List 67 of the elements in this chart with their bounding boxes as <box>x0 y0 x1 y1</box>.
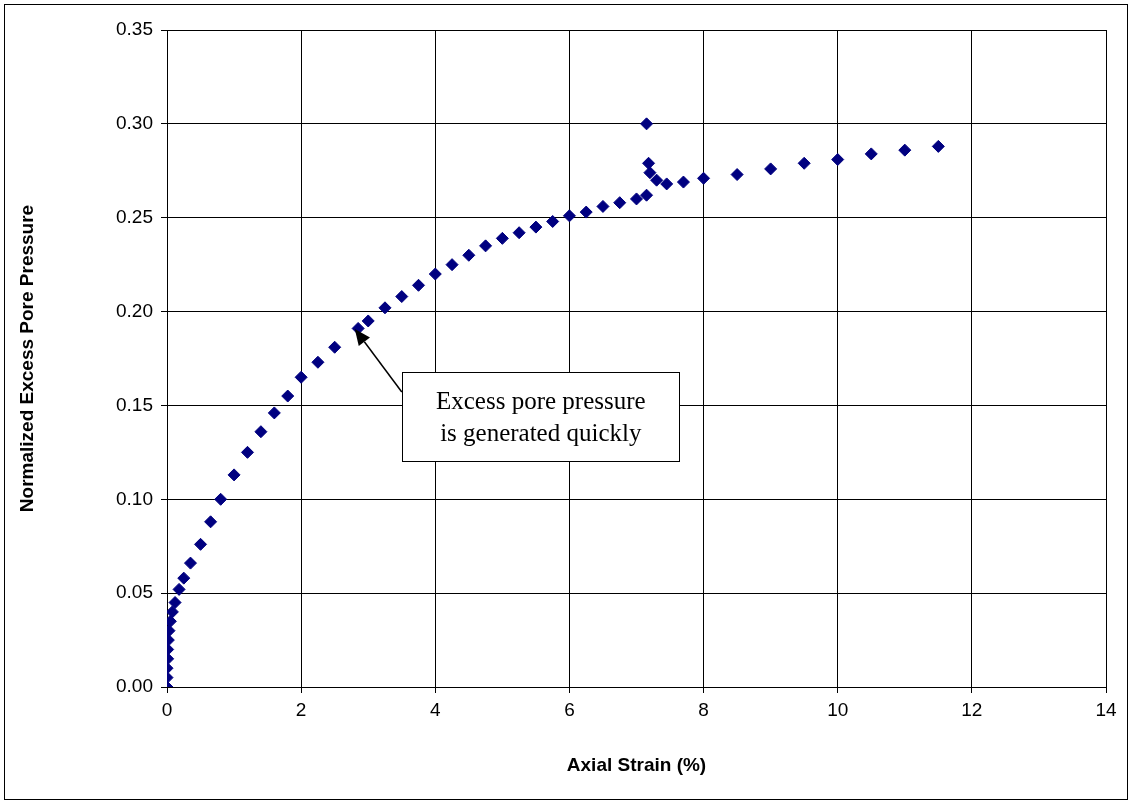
y-tick-label: 0.25 <box>116 205 153 227</box>
point <box>227 468 241 482</box>
x-tick-label: 2 <box>295 698 307 720</box>
point <box>613 196 627 210</box>
point <box>630 192 643 206</box>
point <box>579 205 593 219</box>
point <box>831 153 845 167</box>
x-tick-label: 14 <box>1095 698 1117 720</box>
point <box>546 214 560 228</box>
point <box>378 301 392 315</box>
point <box>479 239 493 253</box>
point <box>562 209 576 223</box>
point <box>204 515 218 529</box>
point <box>328 340 342 354</box>
point <box>311 355 325 369</box>
point <box>640 188 654 202</box>
point <box>643 166 657 180</box>
point <box>183 556 197 570</box>
point <box>764 162 778 176</box>
point <box>898 143 912 157</box>
point <box>676 175 690 189</box>
point <box>512 226 526 240</box>
y-tick-label: 0.10 <box>116 487 153 509</box>
point <box>697 171 711 185</box>
point <box>167 605 179 619</box>
point <box>168 596 182 610</box>
point <box>797 156 811 170</box>
point <box>730 168 744 182</box>
point <box>931 139 945 153</box>
point <box>361 314 375 328</box>
point <box>214 492 228 506</box>
point <box>267 406 281 420</box>
y-tick-label: 0.15 <box>116 393 153 415</box>
point <box>240 445 254 459</box>
x-tick-label: 8 <box>698 698 709 720</box>
point <box>412 278 426 292</box>
point <box>172 582 186 596</box>
point <box>462 248 476 262</box>
point <box>281 389 295 403</box>
point <box>660 177 674 191</box>
point <box>177 571 191 585</box>
x-tick-label: 4 <box>430 698 441 720</box>
y-tick-label: 0.05 <box>116 581 153 603</box>
point <box>428 267 442 281</box>
y-tick-label: 0.20 <box>116 299 153 321</box>
x-tick-label: 12 <box>961 698 983 720</box>
point <box>445 258 459 272</box>
point <box>395 290 409 304</box>
x-tick-label: 6 <box>564 698 575 720</box>
y-tick-label: 0.30 <box>116 112 153 134</box>
point <box>254 425 268 439</box>
point <box>864 147 878 161</box>
point <box>294 370 308 384</box>
y-tick-label: 0.00 <box>116 675 153 697</box>
point <box>495 231 509 245</box>
x-tick-label: 0 <box>161 698 173 720</box>
point <box>596 199 610 213</box>
y-axis-title: Normalized Excess Pore Pressure <box>15 204 37 513</box>
point <box>642 156 656 170</box>
point <box>529 220 543 234</box>
point <box>650 173 664 187</box>
x-axis-title: Axial Strain (%) <box>566 753 707 775</box>
point <box>640 117 654 131</box>
x-tick-label: 10 <box>827 698 849 720</box>
annotation: Excess pore pressure is generated quickly <box>401 371 680 462</box>
y-tick-label: 0.35 <box>116 18 153 40</box>
point <box>194 537 208 551</box>
